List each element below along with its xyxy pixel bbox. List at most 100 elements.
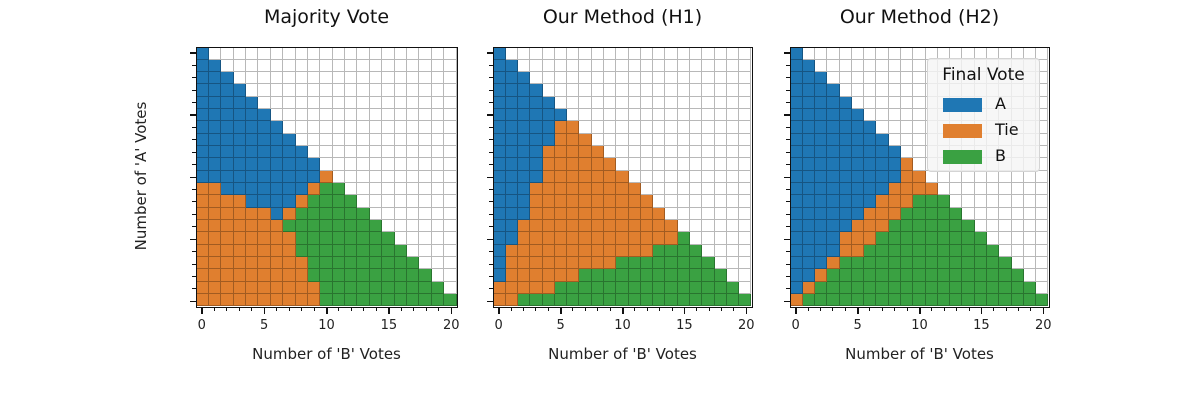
heatmap-cell bbox=[974, 183, 988, 196]
heatmap-cell bbox=[790, 121, 803, 134]
heatmap-cell bbox=[815, 232, 828, 245]
x-tick-label: 20 bbox=[442, 317, 460, 333]
heatmap-cell bbox=[369, 232, 383, 245]
heatmap-cell bbox=[739, 146, 752, 159]
heatmap-cell bbox=[505, 195, 519, 208]
heatmap-cell bbox=[208, 133, 222, 147]
heatmap-cell bbox=[493, 84, 506, 97]
heatmap-cell bbox=[802, 232, 816, 245]
heatmap-cell bbox=[258, 232, 271, 245]
heatmap-cell bbox=[901, 96, 914, 110]
heatmap-cell bbox=[851, 133, 865, 147]
heatmap-cell bbox=[653, 207, 666, 221]
heatmap-cell bbox=[295, 133, 308, 147]
heatmap-cell bbox=[233, 269, 247, 282]
heatmap-cell bbox=[604, 170, 617, 184]
heatmap-cell bbox=[839, 281, 852, 295]
heatmap-cell bbox=[196, 158, 209, 171]
heatmap-cell bbox=[827, 269, 840, 282]
heatmap-cell bbox=[790, 232, 803, 245]
heatmap-cell bbox=[839, 232, 852, 245]
heatmap-cell bbox=[925, 220, 938, 233]
heatmap-cell bbox=[827, 232, 840, 245]
heatmap-cell bbox=[431, 257, 445, 270]
y-minor-tick bbox=[786, 275, 790, 277]
heatmap-cell bbox=[913, 269, 926, 282]
heatmap-cell bbox=[382, 207, 395, 221]
heatmap-cell bbox=[406, 170, 420, 184]
heatmap-cell bbox=[888, 183, 902, 196]
heatmap-cell bbox=[530, 220, 543, 233]
y-major-tick bbox=[189, 300, 196, 303]
heatmap-cell bbox=[677, 207, 691, 221]
x-minor-tick bbox=[819, 307, 821, 311]
heatmap-cell bbox=[974, 207, 988, 221]
y-minor-tick bbox=[489, 126, 493, 128]
heatmap-cell bbox=[1023, 207, 1037, 221]
heatmap-cell bbox=[851, 207, 865, 221]
heatmap-cell bbox=[815, 133, 828, 147]
heatmap-cell bbox=[320, 47, 333, 60]
heatmap-cell bbox=[554, 84, 568, 97]
heatmap-cell bbox=[579, 121, 592, 134]
heatmap-cell bbox=[888, 232, 902, 245]
heatmap-cell bbox=[987, 269, 1000, 282]
heatmap-cell bbox=[431, 170, 445, 184]
heatmap-cell bbox=[579, 59, 592, 73]
heatmap-cell bbox=[876, 232, 889, 245]
heatmap-cell bbox=[505, 121, 519, 134]
heatmap-cell bbox=[295, 294, 308, 307]
heatmap-cell bbox=[827, 59, 840, 73]
heatmap-cell bbox=[974, 281, 988, 295]
heatmap-cell bbox=[382, 96, 395, 110]
heatmap-cell bbox=[233, 133, 247, 147]
heatmap-cell bbox=[616, 72, 629, 85]
heatmap-cell bbox=[802, 84, 816, 97]
heatmap-cell bbox=[726, 244, 740, 258]
heatmap-cell bbox=[827, 170, 840, 184]
heatmap-cell bbox=[616, 281, 629, 295]
heatmap-cell bbox=[419, 269, 432, 282]
heatmap-cell bbox=[888, 220, 902, 233]
heatmap-cell bbox=[790, 109, 803, 122]
heatmap-cell bbox=[258, 269, 271, 282]
heatmap-cell bbox=[419, 257, 432, 270]
heatmap-cell bbox=[233, 109, 247, 122]
heatmap-cell bbox=[714, 232, 727, 245]
heatmap-cell bbox=[258, 72, 271, 85]
heatmap-cell bbox=[295, 72, 308, 85]
heatmap-cell bbox=[839, 244, 852, 258]
y-minor-tick bbox=[192, 77, 196, 79]
y-major-tick bbox=[783, 52, 790, 54]
heatmap-cell bbox=[332, 59, 346, 73]
x-major-tick bbox=[388, 307, 390, 314]
heatmap-cell bbox=[345, 281, 358, 295]
heatmap-cell bbox=[493, 133, 506, 147]
heatmap-cell bbox=[579, 183, 592, 196]
heatmap-cell bbox=[208, 121, 222, 134]
heatmap-cell bbox=[444, 96, 457, 110]
heatmap-cell bbox=[320, 281, 333, 295]
heatmap-cell bbox=[702, 294, 715, 307]
heatmap-cell bbox=[567, 59, 580, 73]
heatmap-cell bbox=[320, 207, 333, 221]
x-minor-tick bbox=[350, 307, 352, 311]
heatmap-cell bbox=[369, 72, 383, 85]
heatmap-cell bbox=[233, 72, 247, 85]
heatmap-cell bbox=[270, 59, 284, 73]
heatmap-cell bbox=[604, 220, 617, 233]
heatmap-cell bbox=[270, 244, 284, 258]
heatmap-cell bbox=[419, 72, 432, 85]
heatmap-cell bbox=[208, 269, 222, 282]
heatmap-cell bbox=[196, 232, 209, 245]
heatmap-cell bbox=[542, 84, 555, 97]
heatmap-cell bbox=[604, 109, 617, 122]
heatmap-cell bbox=[913, 195, 926, 208]
heatmap-cell bbox=[714, 59, 727, 73]
heatmap-cell bbox=[542, 269, 555, 282]
x-minor-tick bbox=[597, 307, 599, 311]
heatmap-cell bbox=[332, 232, 346, 245]
heatmap-cell bbox=[382, 232, 395, 245]
heatmap-cell bbox=[616, 207, 629, 221]
heatmap-cell bbox=[653, 294, 666, 307]
